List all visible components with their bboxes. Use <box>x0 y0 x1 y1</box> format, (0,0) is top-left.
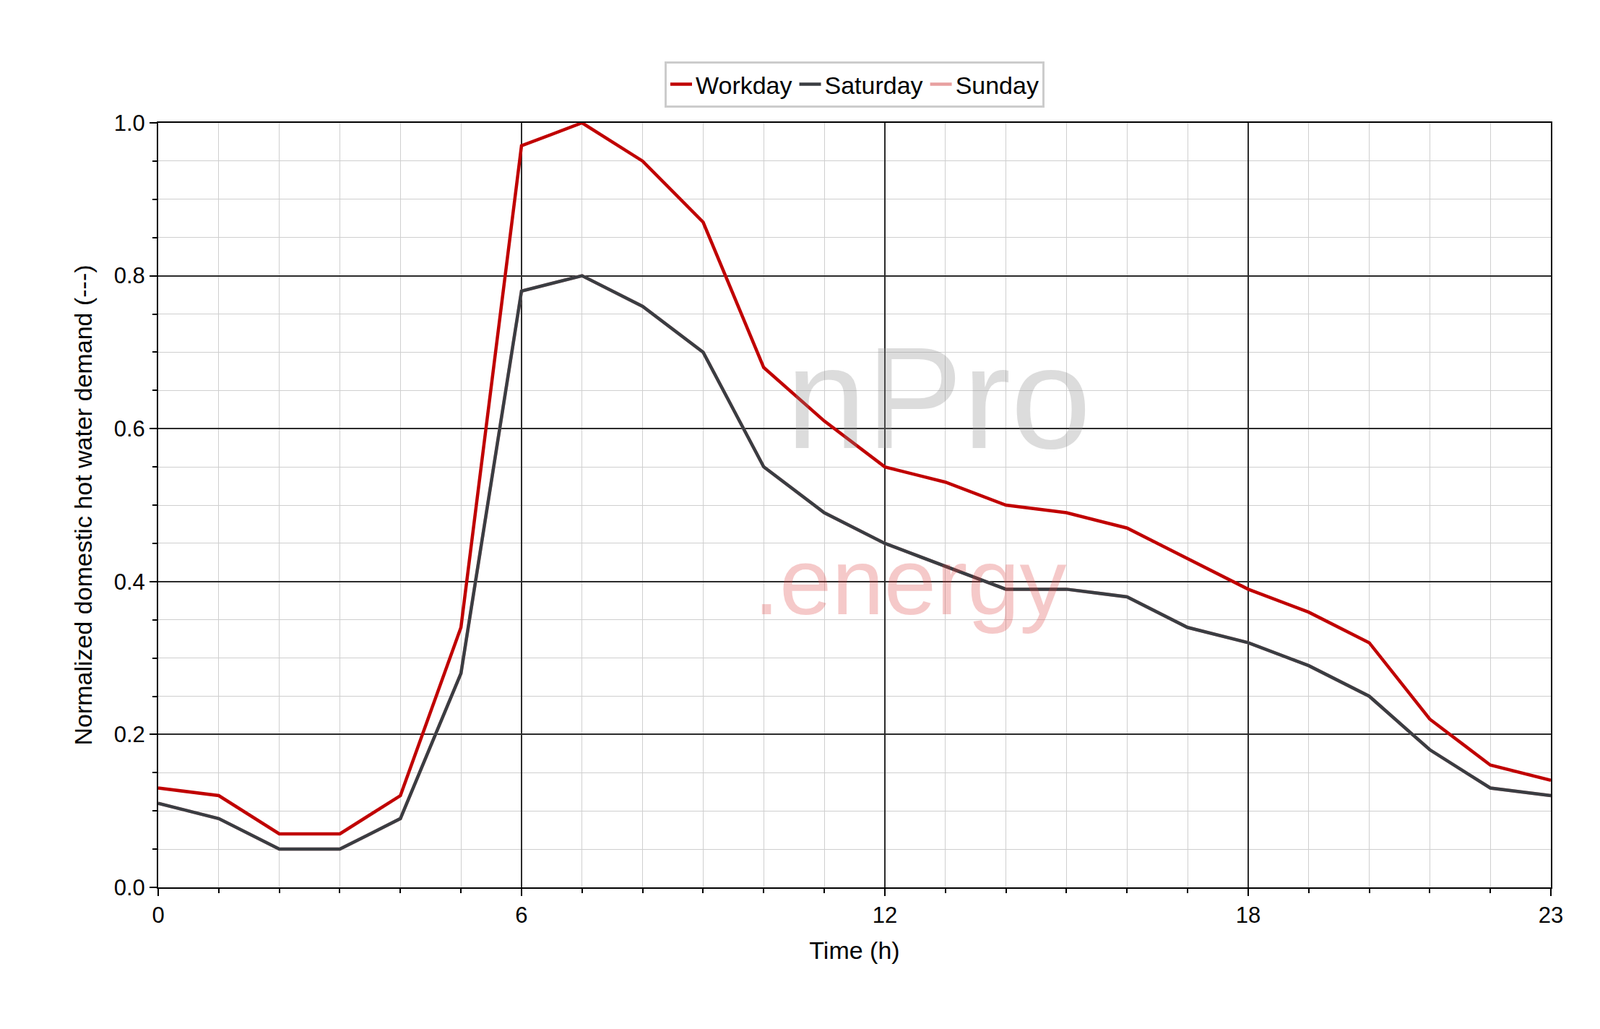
svg-text:Saturday: Saturday <box>824 71 924 99</box>
svg-text:0.2: 0.2 <box>114 721 146 747</box>
svg-text:0: 0 <box>151 902 164 928</box>
svg-text:12: 12 <box>872 902 898 928</box>
svg-text:23: 23 <box>1538 902 1564 928</box>
svg-text:Time (h): Time (h) <box>809 936 900 964</box>
svg-text:18: 18 <box>1235 902 1261 928</box>
svg-text:0.6: 0.6 <box>114 416 146 442</box>
svg-text:1.0: 1.0 <box>114 110 146 136</box>
svg-text:nPro: nPro <box>785 317 1091 479</box>
svg-text:0.4: 0.4 <box>114 569 146 595</box>
svg-text:Sunday: Sunday <box>955 71 1039 99</box>
svg-text:0.0: 0.0 <box>114 874 146 901</box>
svg-text:Normalized domestic hot water: Normalized domestic hot water demand (--… <box>69 264 97 745</box>
svg-text:Workday: Workday <box>695 71 793 99</box>
svg-text:0.8: 0.8 <box>114 262 146 289</box>
svg-text:6: 6 <box>515 902 528 928</box>
svg-text:.energy: .energy <box>753 528 1067 635</box>
